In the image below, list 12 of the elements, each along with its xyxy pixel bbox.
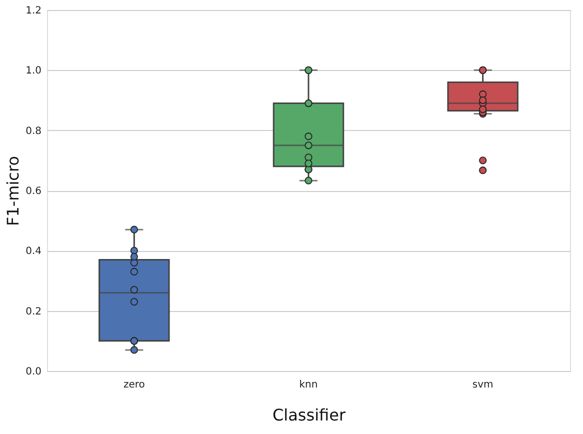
x-tick-label: knn	[299, 380, 318, 390]
x-axis-title: Classifier	[272, 406, 346, 424]
y-tick-label: 0.6	[26, 186, 42, 197]
y-tick-label: 0.2	[26, 306, 42, 318]
y-tick-label: 1.2	[26, 6, 42, 16]
y-axis-title: F1-micro	[4, 156, 23, 226]
y-tick-label: 0.8	[26, 126, 42, 137]
x-tick-label: svm	[472, 380, 494, 390]
y-tick-label: 0.0	[26, 366, 42, 378]
y-tick-label: 1.0	[26, 66, 42, 77]
y-tick-label: 0.4	[26, 246, 42, 258]
x-tick-label: zero	[123, 380, 145, 390]
